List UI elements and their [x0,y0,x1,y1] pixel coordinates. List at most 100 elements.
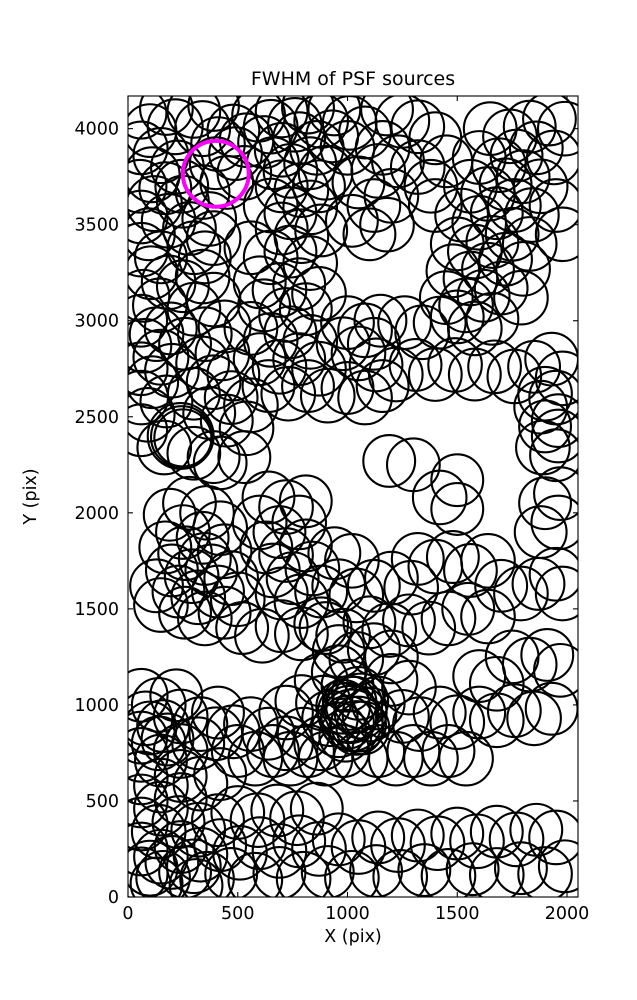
psf-source-circle [283,136,338,191]
psf-source-circle [520,628,575,682]
psf-source-circle [291,340,347,397]
psf-source-circle [501,216,558,272]
psf-source-circle [452,685,507,740]
psf-source-circle [146,98,204,156]
psf-source-circle [275,850,332,897]
psf-source-circle [128,268,171,323]
psf-source-circle [518,399,573,454]
psf-source-circle [389,139,446,195]
psf-source-circle [360,96,414,137]
psf-source-circle [534,565,578,622]
psf-source-circle [182,385,237,440]
psf-source-circle [372,849,429,897]
psf-source-circle [530,393,578,449]
psf-source-circle [430,482,485,536]
psf-source-circle [262,143,319,199]
psf-source-circle [140,712,195,767]
psf-source-circle [353,293,408,348]
psf-source-circle [128,158,168,214]
psf-source-circle [438,277,494,334]
psf-source-circle [324,193,379,248]
psf-source-circle [168,858,224,897]
psf-source-circle [179,850,235,897]
psf-source-circle [289,781,344,836]
psf-source-circle [181,191,238,247]
psf-source-circle [324,533,380,589]
psf-source-circle [273,162,330,218]
psf-source-circle [177,230,232,285]
psf-source-circle [397,843,452,897]
psf-source-circle [223,377,279,434]
psf-source-circle [128,355,180,410]
psf-source-circle [359,196,415,253]
psf-source-circle [412,685,467,740]
psf-source-circle [223,696,279,752]
psf-source-circle [341,686,398,743]
psf-source-circle [403,158,459,214]
psf-source-circle [517,846,573,897]
psf-source-circle [493,565,549,622]
psf-source-circle [155,259,210,314]
psf-source-circle [446,300,503,357]
psf-source-circle [421,724,476,778]
x-tick-label: 1000 [325,904,370,924]
psf-source-circle [528,546,578,602]
psf-source-circle [484,206,540,262]
psf-source-circle [528,809,578,866]
psf-source-circle [251,262,308,318]
psf-source-circle [133,577,189,633]
psf-source-circle [218,400,275,457]
psf-source-circle [316,724,371,778]
psf-source-circle [129,856,184,897]
psf-source-circle [174,248,231,305]
highlighted-source-circle[interactable] [180,138,251,209]
y-tick-label: 1500 [74,600,119,620]
psf-source-circle [227,851,284,897]
psf-source-circle [128,245,179,301]
psf-source-circle [170,569,227,626]
psf-source-circle [390,531,445,586]
psf-source-circle [425,530,480,584]
psf-source-circle [534,206,578,263]
psf-source-circle [139,96,194,136]
psf-source-circle [293,652,349,708]
psf-source-circle [177,306,233,363]
psf-source-circle [438,730,494,787]
psf-source-circle [135,849,191,897]
psf-source-circle [342,207,397,262]
x-tick-label: 500 [221,904,254,924]
psf-source-circle [166,838,222,895]
psf-source-circle [517,365,573,422]
psf-source-circle [425,243,481,299]
psf-source-circle [332,672,390,730]
psf-source-circle [129,558,184,614]
psf-source-circle [364,652,419,707]
psf-source-circle [299,367,356,424]
psf-source-circle [460,533,516,589]
psf-source-circle [254,159,309,214]
psf-source-circle [513,505,568,559]
psf-source-circle [194,325,251,382]
psf-source-circle [281,724,335,778]
y-tick-label: 2000 [74,504,119,524]
psf-source-circle [320,295,375,351]
psf-source-circle [374,96,431,149]
psf-source-circle [197,585,252,640]
psf-source-circle [155,504,211,560]
psf-source-circle [265,551,320,606]
psf-source-circle [128,293,169,348]
psf-source-circle [276,706,331,761]
psf-source-circle [163,548,220,605]
psf-source-circle [208,126,263,182]
psf-source-circle [508,120,564,176]
psf-source-circle [272,257,327,312]
psf-source-circle [533,466,578,522]
psf-source-circle [533,642,578,698]
psf-source-circle [245,542,301,599]
psf-source-circle [446,223,503,280]
axes-frame [127,95,579,898]
psf-source-circle [260,365,317,422]
psf-source-circle [158,845,213,897]
psf-source-circle [307,526,362,581]
psf-source-circle [158,316,213,371]
